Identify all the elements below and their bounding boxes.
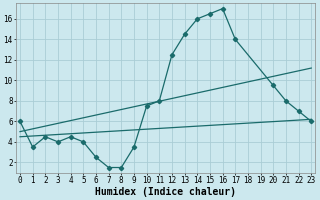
X-axis label: Humidex (Indice chaleur): Humidex (Indice chaleur) <box>95 186 236 197</box>
